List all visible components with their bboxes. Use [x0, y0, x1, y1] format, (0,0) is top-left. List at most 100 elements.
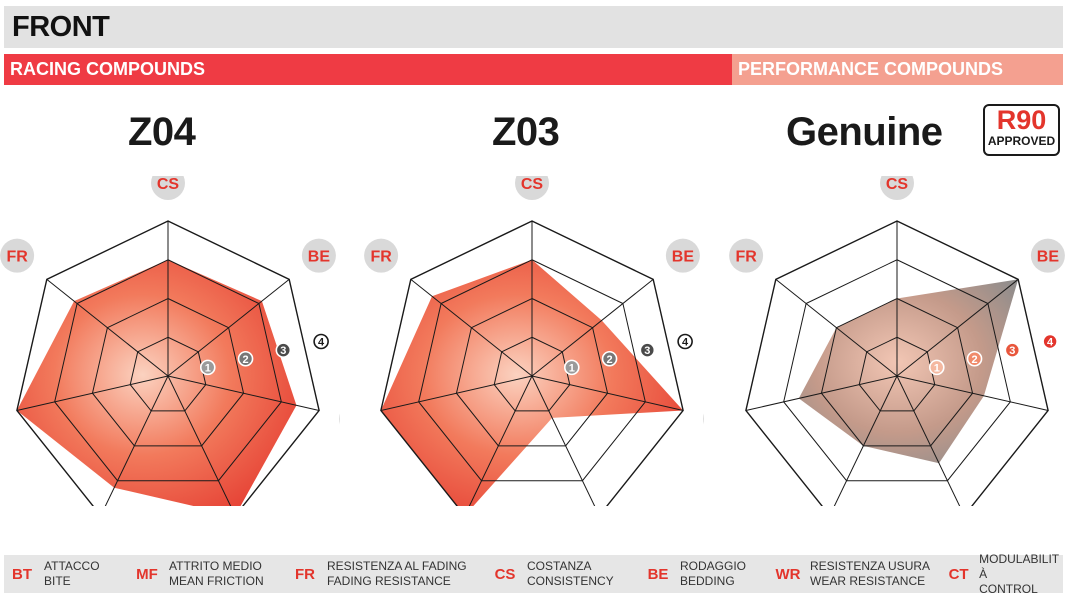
axis-label-wr: WR [703, 413, 704, 425]
radar-spoke [896, 278, 1019, 377]
radar-chart-genuine: CSBEWRCTBTMFFR1234 [729, 176, 1065, 506]
svg-text:FR: FR [735, 249, 757, 266]
legend-item-be: BE RODAGGIO BEDDING [640, 555, 770, 593]
legend-label-it: MODULABILIT À [979, 551, 1059, 581]
radar-grid-ring [493, 336, 571, 412]
svg-text:4: 4 [682, 337, 689, 349]
radar-grid-ring [16, 220, 320, 506]
axis-label-cs: CS [515, 176, 549, 200]
radar-spoke [896, 375, 1049, 411]
radar-spoke [380, 375, 533, 411]
radar-data-area [380, 259, 684, 506]
radar-spoke [531, 278, 654, 377]
svg-text:CS: CS [157, 176, 180, 193]
legend-item-wr: WR RESISTENZA USURA WEAR RESISTANCE [770, 555, 942, 593]
radar-data-area [798, 279, 1019, 464]
legend-label-it: RODAGGIO [680, 559, 747, 573]
radar-spoke [775, 278, 898, 377]
axis-label-fr: FR [729, 238, 764, 273]
radar-spoke [745, 375, 898, 411]
legend-item-ct: CT MODULABILIT À CONTROL [942, 551, 1063, 596]
axis-label-be: BE [1030, 238, 1065, 273]
svg-text:4: 4 [318, 337, 325, 349]
radar-grid-ring [54, 259, 282, 482]
legend-code: BE [647, 565, 669, 583]
radar-grid-ring [820, 297, 974, 447]
legend-label-en: MEAN FRICTION [169, 574, 264, 588]
radar-spoke [833, 375, 898, 506]
radar-grid-ring [745, 220, 1049, 506]
legend-item-bt: BT ATTACCO BITE [4, 555, 129, 593]
legend-label-it: ATTRITO MEDIO [169, 559, 262, 573]
legend-label-en: BITE [44, 574, 71, 588]
scale-marker-2: 2 [601, 350, 618, 367]
svg-text:CS: CS [886, 176, 909, 193]
scale-marker-3: 3 [639, 342, 656, 358]
legend-label-it: ATTACCO [44, 559, 100, 573]
svg-text:FR: FR [6, 249, 28, 266]
legend-code: CT [948, 565, 969, 583]
radar-spoke [531, 375, 684, 411]
svg-text:BE: BE [308, 249, 331, 266]
radar-grid-ring [455, 297, 609, 447]
scale-marker-1: 1 [928, 359, 945, 376]
axis-label-fr: FR [364, 238, 399, 273]
legend-label-en: CONTROL [979, 581, 1038, 596]
page-title: FRONT [4, 6, 1063, 48]
scale-marker-3: 3 [275, 342, 292, 358]
axis-label-be: BE [665, 238, 700, 273]
legend-bar: BT ATTACCO BITE MF ATTRITO MEDIO MEAN FR… [4, 551, 1063, 596]
legend-code: FR [295, 565, 315, 583]
scale-marker-4: 4 [1042, 333, 1058, 350]
radar-grid-ring [783, 259, 1011, 482]
racing-compounds-band: RACING COMPOUNDS [4, 54, 732, 85]
svg-text:1: 1 [569, 362, 575, 374]
scale-marker-3: 3 [1004, 342, 1021, 358]
radar-spoke [468, 375, 533, 506]
radar-chart-z03: CSBEWRCTBTMFFR1234 [364, 176, 704, 506]
svg-text:2: 2 [242, 354, 248, 366]
legend-item-fr: FR RESISTENZA AL FADING FADING RESISTANC… [287, 555, 487, 593]
chart-title-genuine: Genuine [786, 110, 943, 154]
legend-label-en: BEDDING [680, 574, 735, 588]
scale-marker-1: 1 [563, 359, 580, 376]
svg-text:1: 1 [205, 362, 211, 374]
radar-spoke [531, 375, 596, 506]
svg-text:FR: FR [370, 249, 392, 266]
svg-text:2: 2 [971, 354, 977, 366]
svg-text:1: 1 [934, 362, 940, 374]
radar-spoke [896, 375, 961, 506]
legend-item-cs: CS COSTANZA CONSISTENCY [487, 555, 640, 593]
svg-text:3: 3 [280, 345, 286, 357]
svg-text:3: 3 [1009, 345, 1015, 357]
r90-approved-badge: R90 APPROVED [983, 104, 1060, 156]
radar-grid-ring [91, 297, 245, 447]
performance-compounds-band: PERFORMANCE COMPOUNDS [732, 54, 1063, 85]
legend-label-en: WEAR RESISTANCE [810, 574, 926, 588]
radar-chart-z04: CSBEWRCTBTMFFR1234 [0, 176, 340, 506]
radar-spoke [167, 278, 290, 377]
radar-data-area [16, 259, 297, 506]
badge-main: R90 [996, 105, 1047, 135]
legend-label-en: FADING RESISTANCE [327, 574, 451, 588]
axis-label-fr: FR [0, 238, 35, 273]
radar-spoke [167, 375, 320, 411]
axis-label-wr: WR [339, 413, 340, 425]
legend-label-it: COSTANZA [527, 559, 592, 573]
scale-marker-2: 2 [237, 350, 254, 367]
svg-text:2: 2 [606, 354, 612, 366]
radar-grid-ring [418, 259, 646, 482]
legend-label-it: RESISTENZA AL FADING [327, 559, 467, 573]
svg-text:CS: CS [521, 176, 544, 193]
radar-grid-ring [129, 336, 207, 412]
radar-spoke [104, 375, 169, 506]
svg-text:BE: BE [672, 249, 695, 266]
scale-marker-1: 1 [199, 359, 216, 376]
radar-spoke [410, 278, 533, 377]
radar-spoke [46, 278, 169, 377]
svg-text:3: 3 [644, 345, 650, 357]
radar-grid-ring [380, 220, 684, 506]
radar-grid-ring [858, 336, 936, 412]
scale-marker-2: 2 [966, 350, 983, 367]
legend-code: WR [775, 565, 801, 583]
